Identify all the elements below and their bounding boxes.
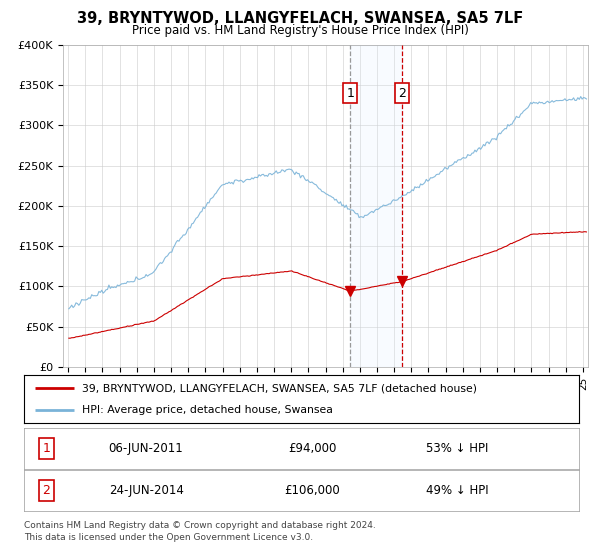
Text: 24-JUN-2014: 24-JUN-2014 bbox=[109, 484, 184, 497]
Text: Price paid vs. HM Land Registry's House Price Index (HPI): Price paid vs. HM Land Registry's House … bbox=[131, 24, 469, 37]
Text: 1: 1 bbox=[346, 87, 354, 100]
Text: 49% ↓ HPI: 49% ↓ HPI bbox=[425, 484, 488, 497]
Text: 1: 1 bbox=[42, 442, 50, 455]
Text: 2: 2 bbox=[398, 87, 406, 100]
Bar bbox=[350, 45, 403, 367]
Text: 53% ↓ HPI: 53% ↓ HPI bbox=[426, 442, 488, 455]
Text: £94,000: £94,000 bbox=[289, 442, 337, 455]
Text: £106,000: £106,000 bbox=[285, 484, 340, 497]
Text: 39, BRYNTYWOD, LLANGYFELACH, SWANSEA, SA5 7LF: 39, BRYNTYWOD, LLANGYFELACH, SWANSEA, SA… bbox=[77, 11, 523, 26]
Text: 2: 2 bbox=[42, 484, 50, 497]
Text: Contains HM Land Registry data © Crown copyright and database right 2024.: Contains HM Land Registry data © Crown c… bbox=[24, 521, 376, 530]
Text: This data is licensed under the Open Government Licence v3.0.: This data is licensed under the Open Gov… bbox=[24, 533, 313, 542]
Text: HPI: Average price, detached house, Swansea: HPI: Average price, detached house, Swan… bbox=[82, 405, 333, 415]
Text: 06-JUN-2011: 06-JUN-2011 bbox=[109, 442, 184, 455]
Text: 39, BRYNTYWOD, LLANGYFELACH, SWANSEA, SA5 7LF (detached house): 39, BRYNTYWOD, LLANGYFELACH, SWANSEA, SA… bbox=[82, 383, 477, 393]
